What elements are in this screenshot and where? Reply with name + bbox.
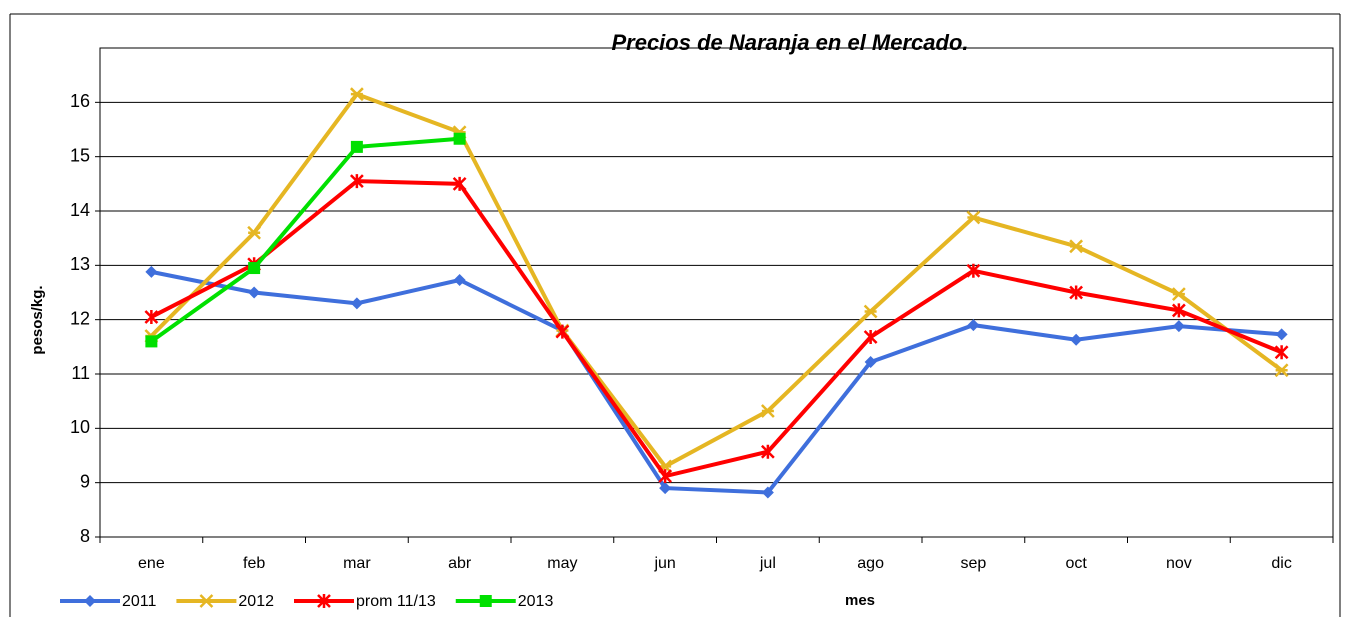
y-tick-label: 12 [70, 308, 90, 328]
marker [967, 319, 980, 332]
marker [1171, 287, 1186, 302]
y-tick-label: 8 [80, 526, 90, 546]
y-tick-label: 14 [70, 200, 90, 220]
marker [199, 594, 214, 608]
x-tick-label: feb [243, 555, 265, 572]
x-tick-label: mar [343, 555, 371, 572]
marker [479, 595, 492, 607]
x-axis-label: mes [845, 592, 875, 609]
legend-label: 2011 [122, 593, 157, 610]
marker [1171, 303, 1186, 318]
y-tick-label: 13 [70, 254, 90, 274]
marker [555, 324, 570, 339]
y-tick-label: 15 [70, 145, 90, 165]
legend-label: 2013 [518, 593, 554, 610]
marker [453, 274, 466, 287]
marker [453, 132, 466, 145]
marker [760, 444, 775, 459]
marker [145, 265, 158, 278]
x-tick-label: ago [857, 555, 884, 572]
marker [863, 330, 878, 345]
marker [761, 486, 774, 499]
marker [864, 356, 877, 369]
marker [349, 174, 364, 189]
y-tick-label: 16 [70, 91, 90, 111]
marker [1069, 239, 1084, 254]
x-tick-label: jun [653, 555, 675, 572]
marker [1172, 320, 1185, 333]
marker [350, 140, 363, 153]
marker [350, 297, 363, 310]
marker [863, 304, 878, 319]
y-tick-label: 11 [71, 363, 90, 383]
marker [84, 595, 96, 607]
marker [1274, 363, 1289, 378]
x-tick-label: jul [759, 555, 776, 572]
x-tick-label: ene [138, 555, 165, 572]
y-axis-label: pesos/kg. [29, 285, 46, 354]
marker [966, 210, 981, 225]
marker [1275, 328, 1288, 341]
marker [1274, 345, 1289, 360]
marker [248, 286, 261, 299]
series-line [150, 136, 460, 344]
marker [658, 469, 673, 484]
x-tick-label: oct [1065, 555, 1087, 572]
series-line [150, 179, 1283, 479]
marker [349, 87, 364, 102]
chart-title: Precios de Naranja en el Mercado. [611, 30, 968, 55]
series-line [150, 269, 1282, 495]
marker [1070, 333, 1083, 346]
x-tick-label: dic [1271, 555, 1291, 572]
marker [760, 404, 775, 418]
x-tick-label: sep [960, 555, 986, 572]
marker [247, 225, 262, 240]
legend-label: prom 11/13 [356, 593, 436, 610]
marker [1069, 285, 1084, 300]
y-tick-label: 10 [70, 417, 90, 437]
marker [248, 262, 261, 275]
marker [317, 594, 331, 608]
legend-label: 2012 [238, 593, 274, 610]
x-tick-label: nov [1166, 555, 1192, 572]
x-tick-label: may [547, 555, 577, 572]
series-line [149, 91, 1283, 469]
x-tick-label: abr [448, 555, 472, 572]
marker [145, 335, 158, 348]
marker [966, 263, 981, 278]
marker [452, 176, 467, 191]
marker [659, 482, 672, 495]
marker [144, 309, 159, 324]
y-tick-label: 9 [80, 471, 90, 491]
